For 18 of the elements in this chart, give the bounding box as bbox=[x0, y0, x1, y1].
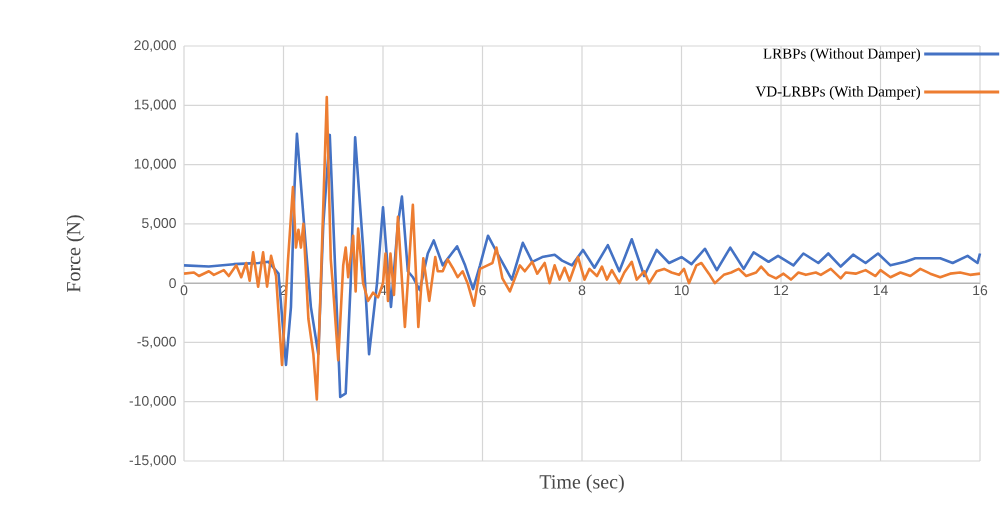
y-axis-title: Force (N) bbox=[66, 215, 85, 293]
x-tick-label: 10 bbox=[674, 285, 689, 296]
x-axis-title: Time (sec) bbox=[539, 474, 624, 493]
x-tick-label: 8 bbox=[578, 285, 586, 296]
y-tick-label: 15,000 bbox=[134, 99, 176, 112]
y-tick-label: -10,000 bbox=[129, 395, 176, 408]
y-tick-label: 20,000 bbox=[134, 40, 176, 52]
legend-label: VD-LRBPs (With Damper) bbox=[755, 86, 921, 100]
x-tick-label: 12 bbox=[774, 285, 789, 296]
x-tick-label: 14 bbox=[873, 285, 888, 295]
x-tick-label: 6 bbox=[479, 285, 486, 296]
legend-label: LRBPs (Without Damper) bbox=[763, 48, 921, 62]
y-tick-label: 10,000 bbox=[134, 158, 176, 171]
y-tick-label: -5,000 bbox=[137, 336, 176, 349]
x-tick-label: 16 bbox=[973, 285, 988, 296]
y-tick-label: 5,000 bbox=[142, 218, 176, 230]
x-tick-label: 0 bbox=[180, 285, 188, 296]
y-tick-label: -15,000 bbox=[129, 455, 176, 467]
